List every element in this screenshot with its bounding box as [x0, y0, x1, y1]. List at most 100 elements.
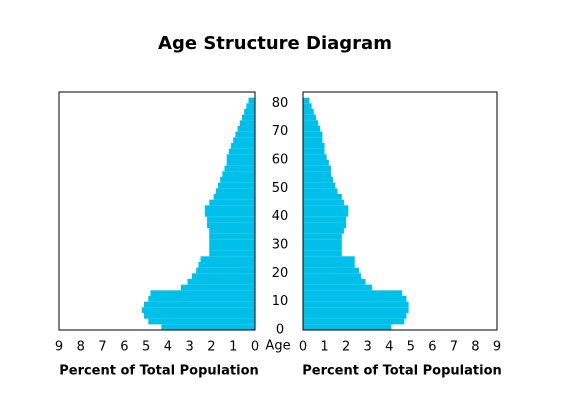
- y-axis-label: Age: [265, 339, 290, 354]
- bar: [303, 313, 407, 319]
- bar: [222, 171, 255, 177]
- bar: [303, 148, 325, 155]
- bar: [303, 216, 347, 223]
- y-tick-label: 70: [272, 124, 289, 139]
- bar: [303, 256, 355, 262]
- x-tick-label: 8: [471, 340, 479, 355]
- bar: [224, 165, 255, 172]
- y-tick-label: 0: [276, 323, 284, 338]
- bar: [303, 154, 327, 160]
- bar: [303, 290, 403, 296]
- x-tick-label: 2: [207, 340, 215, 355]
- x-axis-label: Percent of Total Population: [59, 364, 259, 379]
- bar: [303, 120, 319, 126]
- x-tick-label: 3: [364, 340, 372, 355]
- bar: [148, 318, 255, 325]
- bar: [143, 301, 255, 308]
- bar: [303, 194, 342, 200]
- bar: [207, 222, 255, 228]
- bar: [303, 177, 334, 183]
- y-tick-label: 20: [272, 266, 289, 281]
- bar: [235, 131, 255, 138]
- bar: [187, 279, 255, 285]
- bar: [303, 171, 332, 177]
- bar: [209, 250, 255, 257]
- bar: [303, 211, 349, 217]
- bar: [226, 154, 255, 160]
- bar: [220, 177, 255, 183]
- bar: [239, 120, 255, 126]
- x-tick-label: 0: [251, 340, 259, 355]
- bar: [213, 194, 255, 200]
- bar: [209, 199, 255, 206]
- bar: [209, 245, 255, 251]
- x-tick-label: 4: [164, 340, 172, 355]
- bar: [244, 109, 255, 115]
- bar: [246, 103, 255, 109]
- bar: [303, 103, 312, 109]
- x-tick-label: 4: [385, 340, 393, 355]
- y-tick-label: 60: [272, 153, 289, 168]
- bar: [303, 228, 344, 234]
- bar: [303, 114, 316, 121]
- bar: [200, 256, 255, 262]
- bar: [303, 205, 349, 211]
- bar: [150, 290, 255, 296]
- x-tick-label: 6: [120, 340, 128, 355]
- bar: [217, 182, 255, 189]
- bar: [303, 165, 332, 172]
- x-tick-label: 1: [229, 340, 237, 355]
- bar: [303, 233, 342, 240]
- bar: [303, 222, 347, 228]
- x-tick-label: 5: [142, 340, 150, 355]
- x-tick-label: 0: [299, 340, 307, 355]
- plot-frame: [58, 91, 256, 331]
- bar: [303, 160, 329, 166]
- bar: [204, 205, 255, 211]
- x-tick-label: 9: [493, 340, 501, 355]
- bar: [303, 284, 372, 291]
- y-tick-label: 50: [272, 181, 289, 196]
- bar: [180, 284, 255, 291]
- bar: [196, 267, 255, 274]
- chart-title: Age Structure Diagram: [158, 33, 392, 54]
- x-tick-label: 2: [342, 340, 350, 355]
- x-tick-label: 3: [186, 340, 194, 355]
- y-tick-label: 80: [272, 96, 289, 111]
- bar: [303, 318, 405, 325]
- bar: [303, 279, 366, 285]
- bar: [303, 267, 360, 274]
- bar: [148, 296, 255, 302]
- y-tick-label: 40: [272, 209, 289, 224]
- x-tick-label: 7: [98, 340, 106, 355]
- bar: [303, 273, 362, 279]
- bar: [209, 233, 255, 240]
- bar: [303, 97, 310, 104]
- bar: [303, 301, 409, 308]
- plot-frame: [302, 91, 498, 331]
- bar: [209, 239, 255, 245]
- bar: [207, 216, 255, 223]
- bar: [303, 126, 321, 132]
- y-tick-label: 30: [272, 238, 289, 253]
- bar: [141, 307, 255, 313]
- bar: [303, 307, 409, 313]
- x-tick-label: 9: [55, 340, 63, 355]
- bar: [303, 143, 325, 149]
- x-tick-label: 8: [77, 340, 85, 355]
- x-axis-label: Percent of Total Population: [302, 364, 502, 379]
- x-tick-label: 6: [428, 340, 436, 355]
- x-tick-label: 5: [407, 340, 415, 355]
- bar: [231, 143, 255, 149]
- bar: [303, 182, 336, 189]
- bar: [303, 137, 323, 143]
- bar: [198, 262, 255, 268]
- bar: [303, 199, 344, 206]
- bar: [237, 126, 255, 132]
- bar: [204, 211, 255, 217]
- bar: [303, 324, 392, 330]
- bar: [303, 109, 314, 115]
- x-tick-label: 7: [450, 340, 458, 355]
- bar: [161, 324, 255, 330]
